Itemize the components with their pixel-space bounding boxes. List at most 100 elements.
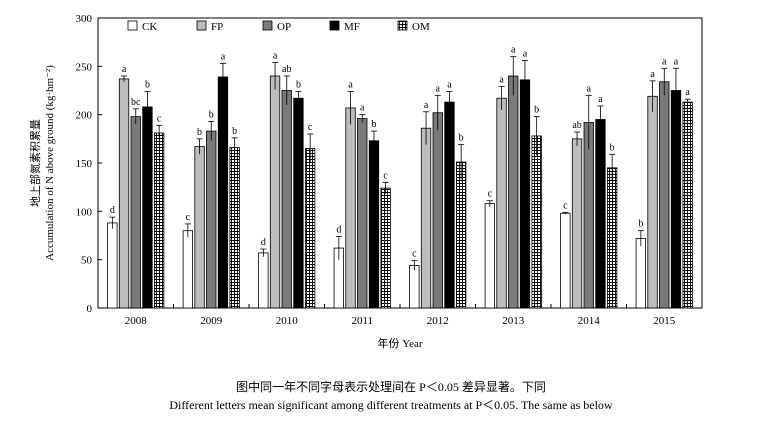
- bar-fp-2015: [647, 95, 658, 309]
- significance-letter: b: [459, 133, 464, 144]
- y-tick-label: 250: [76, 61, 93, 73]
- significance-letter: a: [360, 103, 365, 114]
- bar-mf-2015: [670, 90, 682, 309]
- significance-letter: c: [308, 122, 313, 133]
- bar-mf-2009: [217, 76, 229, 309]
- legend-swatch-mf: [329, 20, 340, 31]
- bar-mf-2012: [444, 101, 455, 309]
- bar-op-2013: [508, 75, 519, 309]
- bar-fp-2008: [118, 78, 130, 309]
- significance-letter: a: [221, 51, 226, 62]
- legend-swatch-ck: [127, 20, 138, 31]
- bar-om-2014: [607, 167, 618, 309]
- significance-letter: bc: [131, 97, 141, 108]
- legend-swatch-fp: [196, 20, 207, 31]
- y-axis-label-chinese: 地上部氮素积累量: [28, 119, 42, 207]
- significance-letter: d: [261, 237, 266, 248]
- bar-op-2011: [357, 118, 368, 309]
- bar-ck-2009: [182, 230, 194, 309]
- legend-label-om: OM: [412, 21, 430, 33]
- bar-op-2014: [583, 122, 594, 309]
- x-tick-label: 2008: [125, 315, 148, 327]
- y-tick-label: 200: [76, 110, 93, 122]
- significance-letter: b: [145, 79, 150, 90]
- significance-letter: d: [336, 224, 341, 235]
- significance-letter: a: [662, 56, 667, 67]
- significance-letter: a: [587, 83, 592, 94]
- figure-caption-chinese: 图中同一年不同字母表示处理间在 P＜0.05 差异显著。下同: [236, 380, 546, 394]
- significance-letter: a: [685, 87, 690, 98]
- x-tick-label: 2013: [502, 315, 525, 327]
- legend-label-op: OP: [277, 21, 291, 33]
- legend-swatch-om: [397, 20, 408, 31]
- bar-om-2010: [304, 148, 316, 309]
- bar-om-2015: [682, 101, 693, 309]
- significance-letter: a: [598, 94, 603, 105]
- significance-letter: a: [447, 79, 452, 90]
- significance-letter: a: [650, 69, 655, 80]
- y-tick-label: 0: [87, 303, 93, 315]
- figure-caption-english: Different letters mean significant among…: [169, 398, 613, 412]
- bar-op-2009: [206, 130, 217, 309]
- y-tick-label: 300: [76, 13, 93, 25]
- bar-ck-2013: [484, 203, 496, 309]
- significance-letter: c: [563, 200, 568, 211]
- significance-letter: c: [412, 249, 417, 260]
- x-tick-label: 2014: [578, 315, 601, 327]
- bar-ck-2008: [107, 222, 118, 309]
- bar-fp-2012: [420, 127, 432, 309]
- bar-ck-2012: [409, 265, 420, 309]
- significance-letter: c: [157, 113, 162, 124]
- significance-letter: a: [511, 45, 516, 56]
- x-tick-label: 2015: [653, 315, 676, 327]
- significance-letter: b: [534, 105, 539, 116]
- significance-letter: ab: [282, 64, 291, 75]
- significance-letter: a: [122, 64, 127, 75]
- significance-letter: b: [371, 119, 376, 130]
- bar-op-2015: [659, 81, 670, 309]
- significance-letter: ab: [572, 120, 581, 131]
- legend-swatch-op: [262, 20, 273, 31]
- axes: 0 50 100 150 200 250 300 2008 2009 2010 2011 2012 20…: [76, 13, 703, 327]
- x-tick-label: 2009: [200, 315, 223, 327]
- y-axis-label: Accumulation of N above ground (kg·hm⁻²): [44, 65, 56, 261]
- significance-letter: c: [383, 170, 388, 181]
- bar-op-2012: [432, 112, 443, 309]
- bar-om-2009: [229, 147, 240, 309]
- significance-letter: a: [424, 100, 429, 111]
- bar-fp-2011: [345, 107, 356, 309]
- x-axis-label: 年份 Year: [377, 336, 422, 350]
- legend: CK FP OP MF OM: [127, 20, 430, 33]
- significance-letter: b: [296, 79, 301, 90]
- bar-op-2008: [130, 116, 141, 309]
- bar-mf-2011: [368, 140, 380, 309]
- legend-label-ck: CK: [142, 21, 157, 33]
- significance-letter: b: [638, 219, 643, 230]
- bar-fp-2013: [496, 97, 507, 309]
- significance-letter: a: [674, 56, 679, 67]
- significance-letter: d: [110, 205, 115, 216]
- significance-letter: c: [488, 189, 493, 200]
- y-tick-label: 50: [81, 255, 93, 267]
- bar-ck-2010: [258, 252, 269, 309]
- bar-mf-2008: [142, 106, 153, 309]
- bar-mf-2010: [293, 97, 304, 309]
- significance-letter: b: [209, 109, 214, 120]
- significance-letter: b: [232, 126, 237, 137]
- significance-letter: a: [348, 79, 353, 90]
- y-tick-label: 150: [76, 158, 93, 170]
- significance-letter: a: [436, 83, 441, 94]
- legend-label-mf: MF: [344, 21, 360, 33]
- y-tick-label: 100: [76, 206, 93, 218]
- bar-mf-2014: [595, 119, 606, 309]
- bar-ck-2015: [635, 237, 646, 309]
- bar-ck-2014: [560, 212, 571, 309]
- x-tick-label: 2012: [427, 315, 449, 327]
- significance-letter: b: [197, 127, 202, 138]
- significance-letter: c: [186, 212, 191, 223]
- bar-om-2011: [380, 187, 391, 309]
- bar-om-2008: [153, 132, 165, 309]
- bar-mf-2013: [519, 79, 531, 309]
